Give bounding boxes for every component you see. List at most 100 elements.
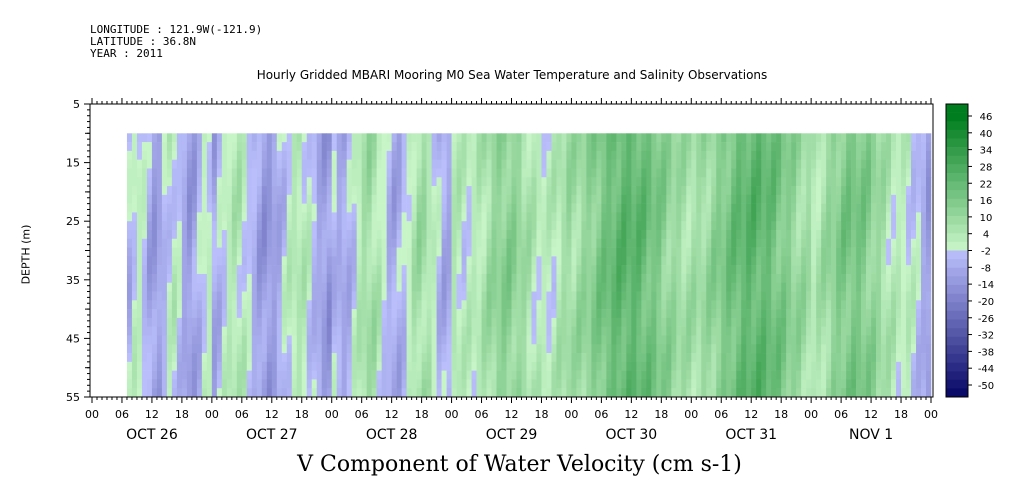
heatmap-cell xyxy=(901,388,907,398)
heatmap-cell xyxy=(136,361,143,371)
heatmap-cell xyxy=(301,273,308,284)
heatmap-cell xyxy=(326,309,333,319)
heatmap-cell xyxy=(276,335,283,345)
heatmap-cell xyxy=(356,265,362,275)
heatmap-cell xyxy=(601,212,607,222)
heatmap-cell xyxy=(731,238,737,248)
heatmap-cell xyxy=(786,282,792,292)
heatmap-cell xyxy=(651,238,657,248)
heatmap-cell xyxy=(616,150,622,160)
heatmap-cell xyxy=(396,150,402,160)
heatmap-cell xyxy=(871,282,877,292)
heatmap-cell xyxy=(666,300,672,310)
heatmap-cell xyxy=(291,265,298,275)
heatmap-cell xyxy=(561,388,567,398)
heatmap-cell xyxy=(811,370,817,380)
heatmap-cell xyxy=(736,203,742,213)
heatmap-cell xyxy=(246,133,253,143)
heatmap-cell xyxy=(321,335,328,345)
heatmap-cell xyxy=(416,203,422,213)
heatmap-cell xyxy=(836,221,842,231)
heatmap-cell xyxy=(501,150,507,160)
heatmap-cell xyxy=(696,353,702,363)
heatmap-cell xyxy=(691,168,697,178)
heatmap-cell xyxy=(891,133,897,143)
heatmap-cell xyxy=(581,150,587,160)
heatmap-cell xyxy=(626,229,632,240)
heatmap-cell xyxy=(801,186,807,196)
heatmap-cell xyxy=(896,229,902,240)
heatmap-cell xyxy=(796,300,802,310)
heatmap-cell xyxy=(621,238,627,248)
heatmap-cell xyxy=(791,317,797,327)
heatmap-cell xyxy=(211,282,218,292)
heatmap-cell xyxy=(921,133,927,143)
heatmap-cell xyxy=(751,168,757,178)
heatmap-cell xyxy=(456,142,462,152)
heatmap-cell xyxy=(566,291,572,301)
heatmap-cell xyxy=(196,186,203,196)
heatmap-cell xyxy=(826,344,832,354)
heatmap-cell xyxy=(616,142,622,152)
heatmap-cell xyxy=(396,309,402,319)
heatmap-cell xyxy=(711,361,717,371)
heatmap-cell xyxy=(641,379,647,389)
heatmap-cell xyxy=(721,247,727,257)
heatmap-cell xyxy=(331,335,337,345)
heatmap-cell xyxy=(321,229,328,240)
heatmap-cell xyxy=(506,370,512,380)
heatmap-cell xyxy=(801,168,807,178)
heatmap-cell xyxy=(651,221,657,231)
heatmap-cell xyxy=(921,353,927,363)
heatmap-cell xyxy=(906,370,912,380)
heatmap-cell xyxy=(336,212,342,222)
heatmap-cell xyxy=(671,150,677,160)
heatmap-cell xyxy=(811,326,817,336)
heatmap-cell xyxy=(561,326,567,336)
heatmap-cell xyxy=(921,344,927,354)
heatmap-cell xyxy=(236,265,243,275)
heatmap-cell xyxy=(296,247,303,257)
heatmap-cell xyxy=(421,168,427,178)
heatmap-cell xyxy=(386,309,392,319)
heatmap-cell xyxy=(356,273,362,284)
heatmap-cell xyxy=(581,282,587,292)
heatmap-cell xyxy=(436,344,442,354)
heatmap-cell xyxy=(691,256,697,266)
heatmap-cell xyxy=(261,133,268,143)
heatmap-cell xyxy=(761,344,767,354)
heatmap-cell xyxy=(281,142,288,152)
heatmap-cell xyxy=(721,186,727,196)
heatmap-cell xyxy=(311,159,318,169)
heatmap-cell xyxy=(681,168,687,178)
heatmap-cell xyxy=(836,142,842,152)
heatmap-cell xyxy=(706,282,712,292)
heatmap-cell xyxy=(431,168,437,178)
heatmap-cell xyxy=(586,353,592,363)
heatmap-cell xyxy=(711,317,717,327)
heatmap-cell xyxy=(571,212,577,222)
heatmap-cell xyxy=(156,353,163,363)
heatmap-cell xyxy=(781,344,787,354)
heatmap-cell xyxy=(491,326,497,336)
heatmap-cell xyxy=(616,256,622,266)
heatmap-cell xyxy=(546,256,552,266)
heatmap-cell xyxy=(496,238,502,248)
heatmap-cell xyxy=(646,370,652,380)
heatmap-cell xyxy=(556,361,562,371)
heatmap-cell xyxy=(681,265,687,275)
heatmap-cell xyxy=(256,229,263,240)
heatmap-cell xyxy=(871,273,877,284)
heatmap-cell xyxy=(266,300,273,310)
heatmap-cell xyxy=(516,229,522,240)
heatmap-cell xyxy=(171,388,178,398)
heatmap-cell xyxy=(751,212,757,222)
heatmap-cell xyxy=(411,212,417,222)
heatmap-cell xyxy=(421,212,427,222)
heatmap-cell xyxy=(816,212,822,222)
heatmap-cell xyxy=(166,326,173,336)
heatmap-cell xyxy=(626,221,632,231)
heatmap-cell xyxy=(766,344,772,354)
heatmap-cell xyxy=(501,142,507,152)
heatmap-cell xyxy=(501,168,507,178)
